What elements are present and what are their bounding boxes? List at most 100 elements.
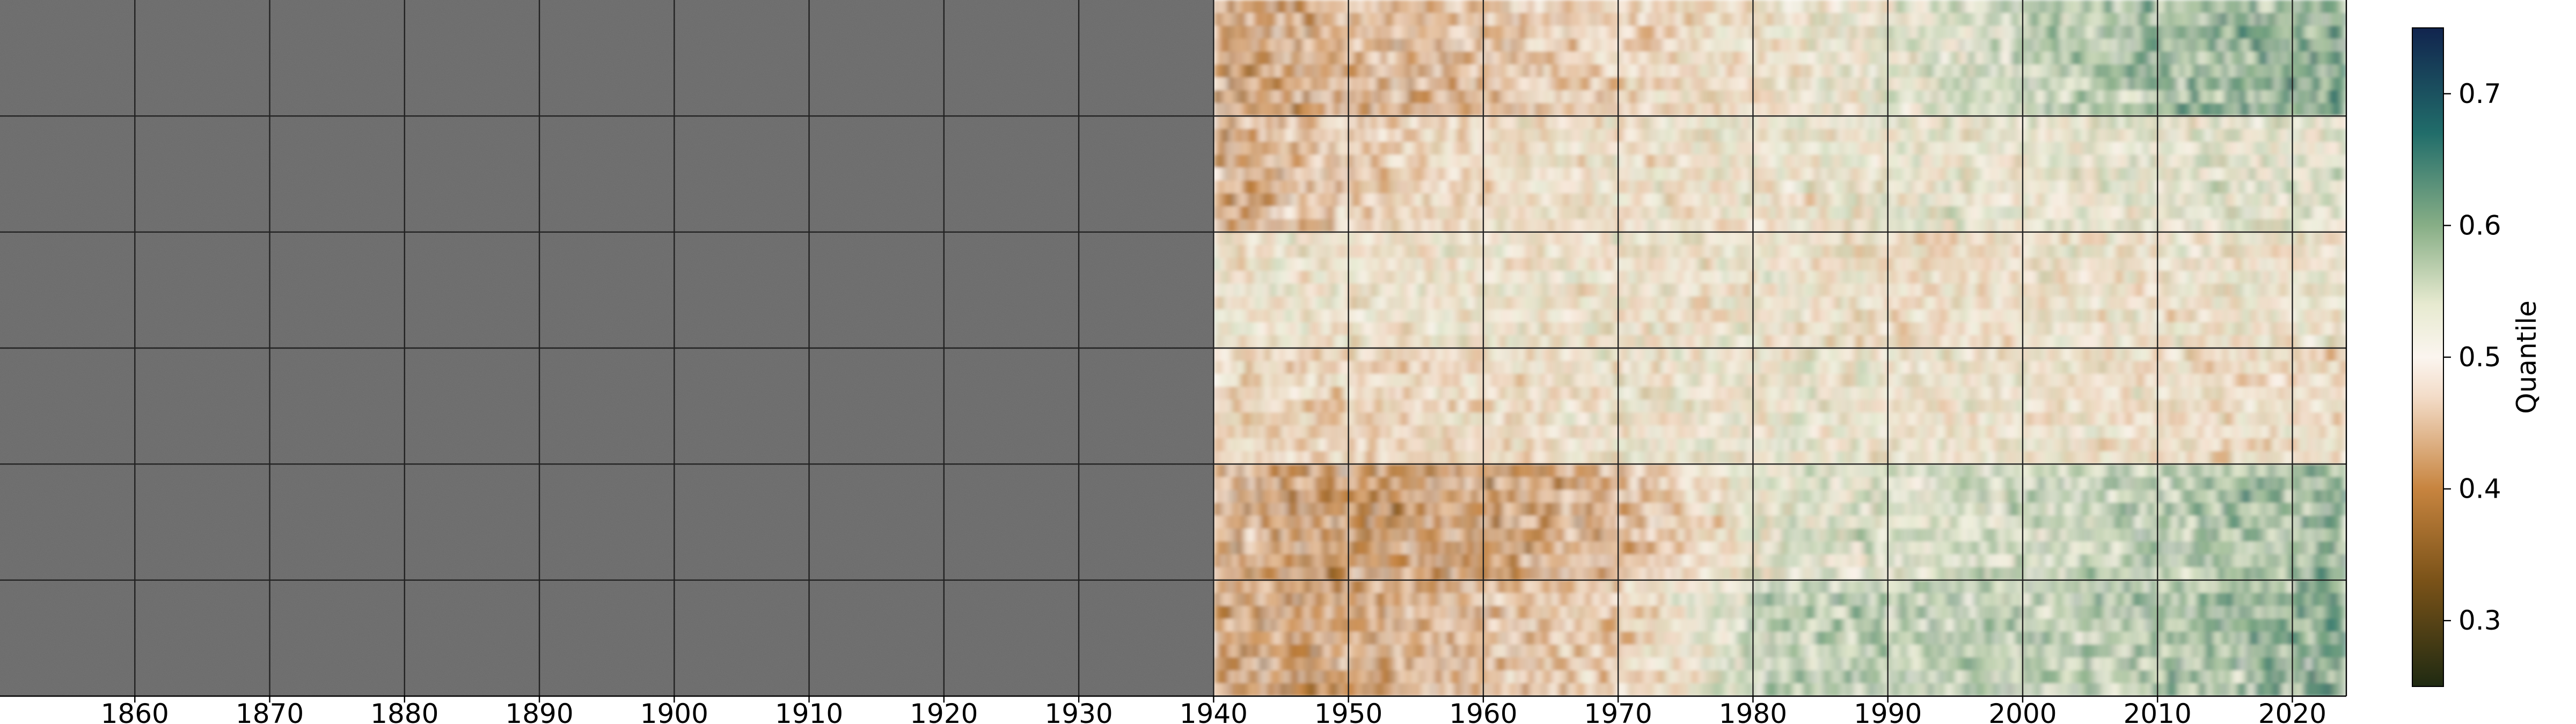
heatmap-cell xyxy=(1497,64,1500,78)
heatmap-cell xyxy=(2257,26,2260,39)
heatmap-cell xyxy=(1491,90,1495,104)
heatmap-cell xyxy=(1674,51,1678,65)
heatmap-cell xyxy=(2227,39,2231,52)
heatmap-cell xyxy=(1818,77,1821,91)
heatmap-cell xyxy=(1855,77,1859,91)
heatmap-cell xyxy=(2122,51,2126,65)
heatmap-cell xyxy=(1477,64,1481,78)
heatmap-cell xyxy=(2238,103,2242,116)
heatmap-cell xyxy=(1701,51,1705,65)
heatmap-cell xyxy=(1416,77,1419,91)
heatmap-cell xyxy=(1739,129,1743,143)
heatmap-cell xyxy=(1284,103,1287,116)
heatmap-cell xyxy=(1607,13,1611,26)
heatmap-cell xyxy=(1327,90,1330,104)
heatmap-cell xyxy=(1985,13,1988,26)
heatmap-cell xyxy=(1467,51,1470,65)
heatmap-cell xyxy=(1467,90,1470,104)
heatmap-cell xyxy=(1917,51,1921,65)
heatmap-cell xyxy=(1934,77,1937,91)
heatmap-cell xyxy=(1216,116,1220,129)
heatmap-cell xyxy=(1364,64,1368,78)
heatmap-cell xyxy=(2214,103,2218,116)
heatmap-cell xyxy=(1532,90,1535,104)
heatmap-cell xyxy=(1936,0,1940,13)
heatmap-cell xyxy=(1585,0,1589,13)
heatmap-cell xyxy=(1615,116,1619,129)
heatmap-cell xyxy=(1680,13,1684,26)
heatmap-cell xyxy=(1640,39,1643,52)
heatmap-cell xyxy=(1424,51,1427,65)
heatmap-cell xyxy=(1745,103,1748,116)
heatmap-cell xyxy=(1367,0,1371,13)
heatmap-cell xyxy=(2255,103,2258,116)
heatmap-cell xyxy=(1453,0,1457,13)
heatmap-cell xyxy=(1721,51,1724,65)
heatmap-cell xyxy=(1847,26,1850,39)
heatmap-cell xyxy=(1680,26,1684,39)
heatmap-cell xyxy=(2066,64,2069,78)
heatmap-cell xyxy=(1923,77,1926,91)
heatmap-cell xyxy=(1485,26,1489,39)
heatmap-cell xyxy=(2147,26,2150,39)
heatmap-cell xyxy=(1642,64,1646,78)
heatmap-cell xyxy=(1729,64,1732,78)
heatmap-cell xyxy=(1610,90,1613,104)
heatmap-cell xyxy=(1785,0,1789,13)
heatmap-cell xyxy=(1416,26,1419,39)
heatmap-cell xyxy=(1737,0,1740,13)
heatmap-cell xyxy=(1642,142,1646,156)
heatmap-cell xyxy=(1885,0,1889,13)
heatmap-cell xyxy=(2039,51,2042,65)
heatmap-cell xyxy=(2246,13,2250,26)
heatmap-cell xyxy=(1435,39,1438,52)
heatmap-cell xyxy=(1853,103,1856,116)
heatmap-cell xyxy=(1461,116,1465,129)
heatmap-cell xyxy=(1877,77,1880,91)
heatmap-cell xyxy=(1558,90,1562,104)
heatmap-cell xyxy=(1963,129,1967,143)
heatmap-cell xyxy=(2276,39,2279,52)
heatmap-cell xyxy=(1324,13,1328,26)
heatmap-cell xyxy=(1343,51,1346,65)
heatmap-cell xyxy=(1993,39,1996,52)
heatmap-cell xyxy=(1464,13,1468,26)
heatmap-cell xyxy=(2098,64,2102,78)
heatmap-cell xyxy=(2095,39,2099,52)
heatmap-cell xyxy=(2255,77,2258,91)
heatmap-cell xyxy=(2047,51,2050,65)
heatmap-cell xyxy=(1769,51,1773,65)
heatmap-cell xyxy=(1383,90,1387,104)
heatmap-cell xyxy=(1642,129,1646,143)
heatmap-cell xyxy=(2033,116,2037,129)
heatmap-cell xyxy=(1693,0,1697,13)
heatmap-cell xyxy=(1311,116,1314,129)
heatmap-cell xyxy=(2058,77,2061,91)
heatmap-cell xyxy=(1885,116,1889,129)
heatmap-cell xyxy=(1270,142,1274,156)
heatmap-cell xyxy=(1623,142,1627,156)
heatmap-cell xyxy=(1286,13,1290,26)
heatmap-cell xyxy=(1327,142,1330,156)
heatmap-cell xyxy=(2174,13,2177,26)
heatmap-cell xyxy=(1353,39,1357,52)
heatmap-cell xyxy=(1537,116,1541,129)
heatmap-cell xyxy=(1853,129,1856,143)
heatmap-cell xyxy=(1485,39,1489,52)
heatmap-cell xyxy=(1726,90,1729,104)
heatmap-cell xyxy=(1742,90,1745,104)
heatmap-cell xyxy=(2244,0,2247,13)
heatmap-cell xyxy=(1278,77,1282,91)
heatmap-cell xyxy=(1885,26,1889,39)
heatmap-cell xyxy=(1232,13,1236,26)
heatmap-cell xyxy=(1723,39,1726,52)
heatmap-cell xyxy=(2033,103,2037,116)
heatmap-cell xyxy=(1974,90,1978,104)
heatmap-cell xyxy=(1567,39,1570,52)
heatmap-cell xyxy=(1591,51,1594,65)
heatmap-cell xyxy=(1934,0,1937,13)
heatmap-cell xyxy=(2117,116,2120,129)
heatmap-cell xyxy=(2198,13,2201,26)
heatmap-cell xyxy=(1264,90,1268,104)
heatmap-cell xyxy=(2155,0,2158,13)
